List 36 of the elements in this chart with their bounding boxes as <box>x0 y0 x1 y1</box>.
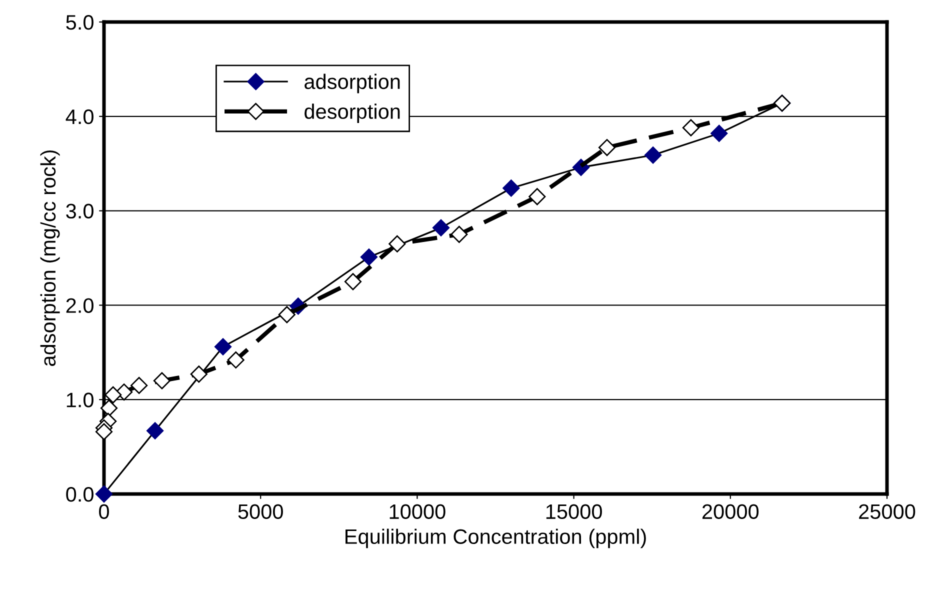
x-axis-title: Equilibrium Concentration (ppml) <box>346 528 646 548</box>
y-tick-label: 4.0 <box>66 109 94 124</box>
point <box>644 146 662 164</box>
point <box>214 338 232 356</box>
point <box>502 180 520 197</box>
point <box>450 226 468 243</box>
point <box>344 273 362 290</box>
y-tick-label: 0.0 <box>66 487 94 502</box>
x-tick-label: 25000 <box>859 504 916 520</box>
point <box>360 248 378 266</box>
legend-label: adsorption <box>304 74 400 94</box>
point <box>146 422 164 440</box>
point <box>130 376 148 394</box>
point <box>227 351 244 369</box>
y-tick-label: 1.0 <box>66 392 94 408</box>
point <box>710 124 728 142</box>
y-tick-label: 2.0 <box>66 298 94 313</box>
legend-label: desorption <box>304 104 400 124</box>
point <box>190 366 208 383</box>
point <box>528 188 546 206</box>
y-tick-label: 3.0 <box>66 204 94 219</box>
y-tick-label: 5.0 <box>66 15 94 30</box>
point <box>278 306 296 324</box>
point <box>153 372 170 390</box>
point <box>388 235 406 252</box>
x-tick-label: 20000 <box>702 504 759 520</box>
y-axis-title: adsorption (mg/cc rock) <box>40 150 60 366</box>
point <box>95 423 113 440</box>
point <box>432 219 450 236</box>
x-tick-label: 5000 <box>238 504 283 520</box>
x-tick-label: 15000 <box>546 504 602 520</box>
point <box>100 400 118 417</box>
point <box>95 485 113 503</box>
x-tick-label: 10000 <box>390 504 446 520</box>
x-tick-label: 0 <box>99 504 109 520</box>
point <box>682 119 700 136</box>
